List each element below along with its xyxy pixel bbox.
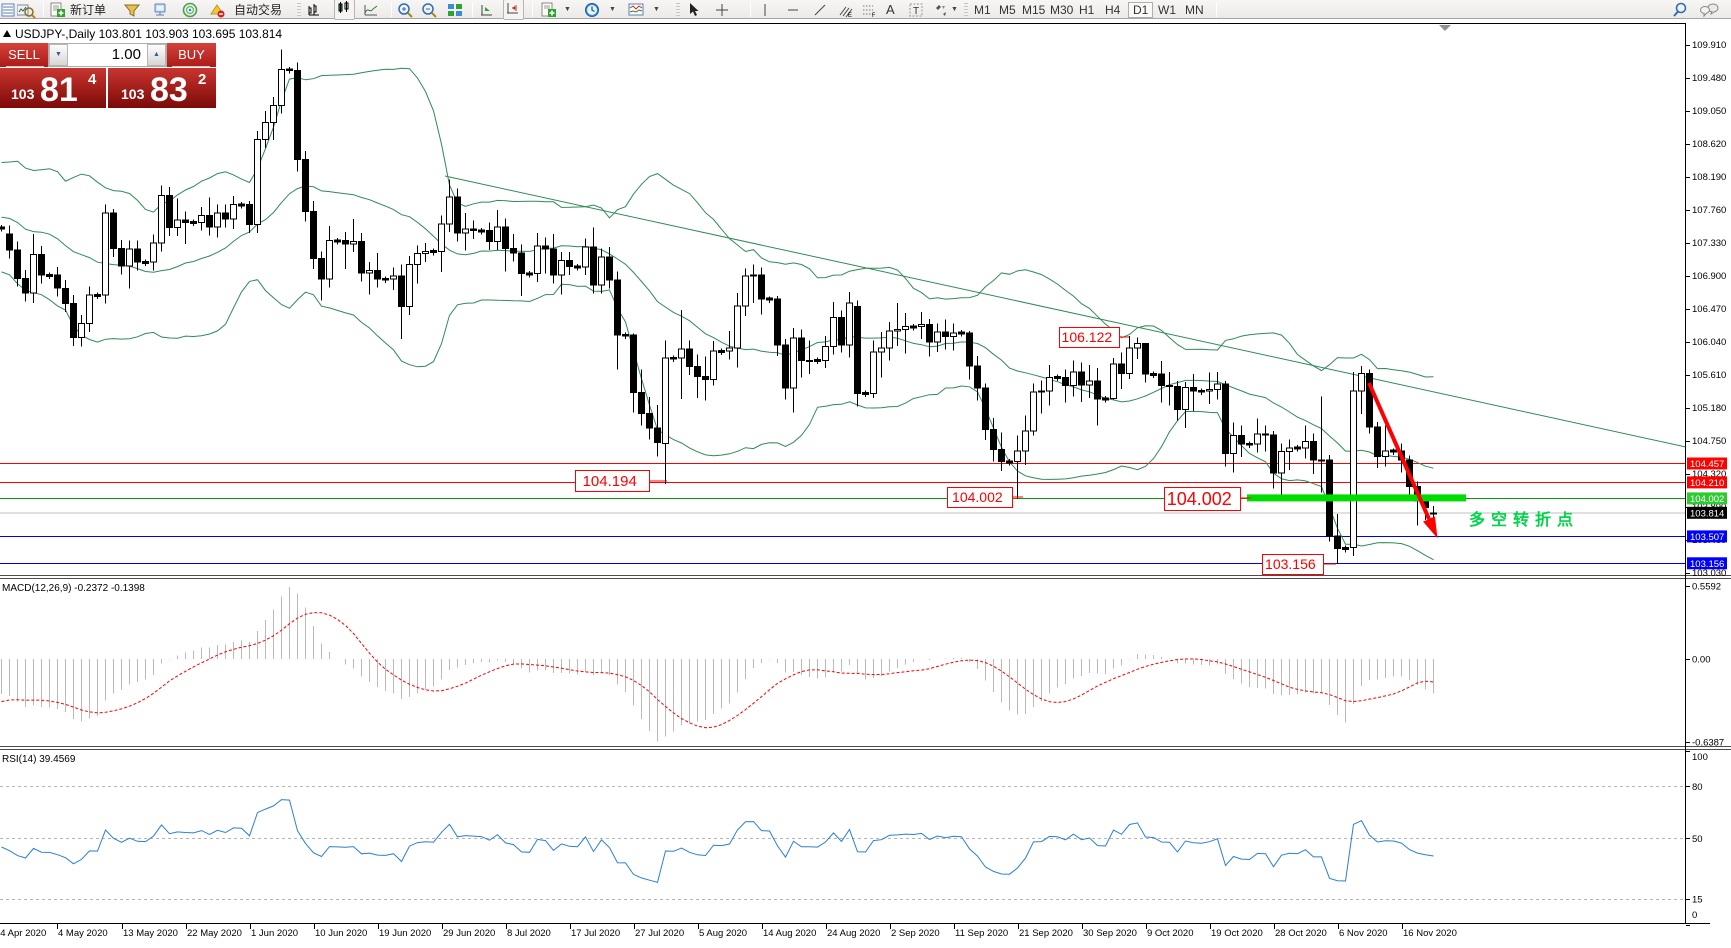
svg-text:104.320: 104.320: [1692, 469, 1726, 480]
svg-text:28 Oct 2020: 28 Oct 2020: [1275, 928, 1327, 939]
svg-text:104.457: 104.457: [1690, 459, 1724, 470]
svg-text:24 Aug 2020: 24 Aug 2020: [827, 928, 880, 939]
svg-text:109.050: 109.050: [1692, 106, 1726, 117]
svg-text:8 Jul 2020: 8 Jul 2020: [507, 928, 551, 939]
svg-text:105.180: 105.180: [1692, 403, 1726, 414]
svg-text:2 Sep 2020: 2 Sep 2020: [891, 928, 940, 939]
svg-text:多空转折点: 多空转折点: [1469, 510, 1579, 529]
svg-text:16 Nov 2020: 16 Nov 2020: [1403, 928, 1457, 939]
svg-text:10 Jun 2020: 10 Jun 2020: [315, 928, 367, 939]
svg-text:24 Apr 2020: 24 Apr 2020: [0, 928, 46, 939]
svg-text:103.507: 103.507: [1690, 532, 1724, 543]
svg-text:109.480: 109.480: [1692, 73, 1726, 84]
svg-text:USDJPY-,Daily 103.801 103.903: USDJPY-,Daily 103.801 103.903 103.695 10…: [15, 27, 282, 41]
svg-text:9 Oct 2020: 9 Oct 2020: [1147, 928, 1193, 939]
svg-text:E: E: [848, 13, 852, 18]
svg-text:22 May 2020: 22 May 2020: [187, 928, 242, 939]
svg-text:4 May 2020: 4 May 2020: [58, 928, 108, 939]
svg-text:50: 50: [1692, 834, 1703, 845]
svg-text:104.194: 104.194: [583, 473, 637, 490]
svg-text:0.00: 0.00: [1692, 655, 1711, 666]
svg-text:103.156: 103.156: [1265, 556, 1316, 572]
svg-text:13 May 2020: 13 May 2020: [123, 928, 178, 939]
svg-text:80: 80: [1692, 782, 1703, 793]
svg-text:103.156: 103.156: [1690, 559, 1724, 570]
svg-text:109.910: 109.910: [1692, 40, 1726, 51]
svg-text:107.330: 107.330: [1692, 238, 1726, 249]
svg-text:103.030: 103.030: [1692, 568, 1726, 579]
svg-text:29 Jun 2020: 29 Jun 2020: [443, 928, 495, 939]
svg-text:T: T: [913, 6, 919, 17]
svg-text:27 Jul 2020: 27 Jul 2020: [635, 928, 684, 939]
svg-text:MACD(12,26,9) -0.2372 -0.1398: MACD(12,26,9) -0.2372 -0.1398: [2, 583, 145, 594]
svg-text:F: F: [872, 13, 875, 18]
svg-text:-0.6387: -0.6387: [1692, 738, 1724, 749]
svg-text:1 Jun 2020: 1 Jun 2020: [251, 928, 298, 939]
svg-text:6 Nov 2020: 6 Nov 2020: [1339, 928, 1388, 939]
svg-text:105.610: 105.610: [1692, 370, 1726, 381]
svg-text:104.210: 104.210: [1690, 478, 1724, 489]
svg-text:107.760: 107.760: [1692, 205, 1726, 216]
svg-text:104.002: 104.002: [952, 489, 1003, 505]
svg-text:103.814: 103.814: [1690, 508, 1724, 519]
svg-text:106.040: 106.040: [1692, 337, 1726, 348]
svg-text:30 Sep 2020: 30 Sep 2020: [1083, 928, 1137, 939]
svg-text:19 Oct 2020: 19 Oct 2020: [1211, 928, 1263, 939]
svg-text:106.470: 106.470: [1692, 304, 1726, 315]
svg-text:108.620: 108.620: [1692, 139, 1726, 150]
svg-text:106.900: 106.900: [1692, 271, 1726, 282]
svg-text:RSI(14) 39.4569: RSI(14) 39.4569: [2, 754, 76, 765]
svg-text:108.190: 108.190: [1692, 172, 1726, 183]
svg-text:104.002: 104.002: [1690, 494, 1724, 505]
svg-text:15: 15: [1692, 895, 1703, 906]
svg-text:21 Sep 2020: 21 Sep 2020: [1019, 928, 1073, 939]
svg-text:100: 100: [1692, 752, 1708, 763]
svg-text:14 Aug 2020: 14 Aug 2020: [763, 928, 816, 939]
svg-text:106.122: 106.122: [1062, 329, 1113, 345]
svg-text:0: 0: [1692, 910, 1697, 921]
svg-text:0.5592: 0.5592: [1692, 582, 1721, 593]
svg-text:104.002: 104.002: [1167, 489, 1232, 509]
svg-text:11 Sep 2020: 11 Sep 2020: [955, 928, 1008, 939]
svg-text:104.750: 104.750: [1692, 436, 1726, 447]
svg-text:17 Jul 2020: 17 Jul 2020: [571, 928, 620, 939]
svg-text:5 Aug 2020: 5 Aug 2020: [699, 928, 747, 939]
svg-text:19 Jun 2020: 19 Jun 2020: [379, 928, 431, 939]
